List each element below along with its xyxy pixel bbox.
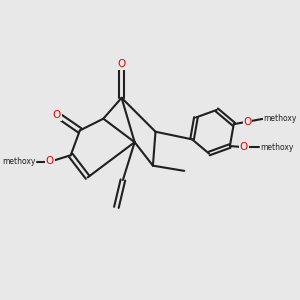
Text: methoxy: methoxy — [264, 114, 297, 123]
Text: O: O — [118, 59, 126, 69]
Text: O: O — [46, 156, 54, 166]
Text: methoxy: methoxy — [260, 143, 293, 152]
Text: O: O — [243, 116, 252, 127]
Text: O: O — [240, 142, 248, 152]
Text: O: O — [53, 110, 61, 120]
Text: methoxy: methoxy — [2, 157, 35, 166]
